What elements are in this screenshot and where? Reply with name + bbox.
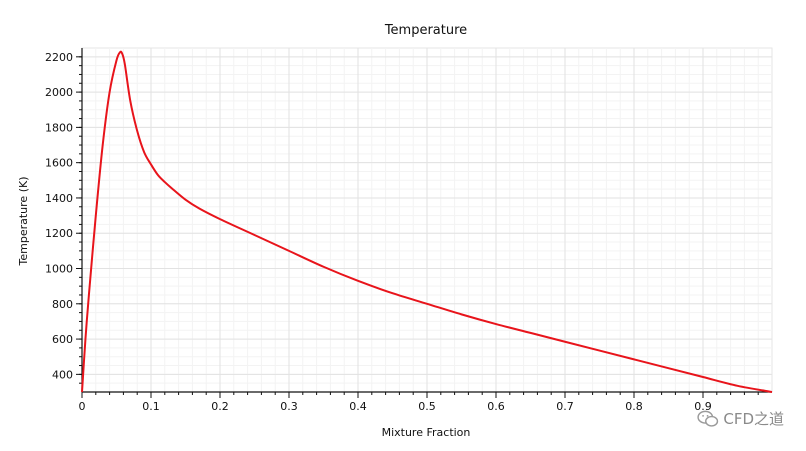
x-tick-label: 0.8	[625, 400, 643, 413]
chart-title: Temperature	[384, 23, 467, 38]
y-tick-label: 1200	[45, 227, 73, 240]
y-tick-label: 1800	[45, 121, 73, 134]
x-tick-label: 0.9	[694, 400, 712, 413]
y-tick-label: 400	[52, 368, 73, 381]
y-tick-label: 800	[52, 298, 73, 311]
axes: 0 0.1 0.2 0.3 0.4 0.5 0.6 0.7 0.8 0.9 400 600 800 100…	[45, 48, 772, 413]
x-tick-label: 0.5	[418, 400, 436, 413]
x-tick-label: 0.2	[211, 400, 229, 413]
x-tick-label: 0.3	[280, 400, 298, 413]
x-tick-label: 0.1	[142, 400, 160, 413]
grid	[81, 47, 773, 393]
x-tick-label: 0.6	[487, 400, 505, 413]
temperature-line	[81, 50, 773, 393]
watermark: CFD之道	[697, 408, 784, 429]
x-tick-label: 0	[79, 400, 86, 413]
y-tick-label: 1600	[45, 157, 73, 170]
y-tick-label: 2200	[45, 51, 73, 64]
y-tick-label: 1000	[45, 263, 73, 276]
x-axis-label: Mixture Fraction	[382, 426, 471, 439]
watermark-text: CFD之道	[723, 410, 784, 428]
y-tick-label: 1400	[45, 192, 73, 205]
x-tick-label: 0.7	[556, 400, 574, 413]
wechat-icon	[697, 410, 719, 427]
x-tick-label: 0.4	[349, 400, 367, 413]
y-axis-label: Temperature (K)	[17, 177, 30, 267]
y-tick-label: 600	[52, 333, 73, 346]
y-tick-label: 2000	[45, 86, 73, 99]
series-layer	[81, 50, 773, 393]
